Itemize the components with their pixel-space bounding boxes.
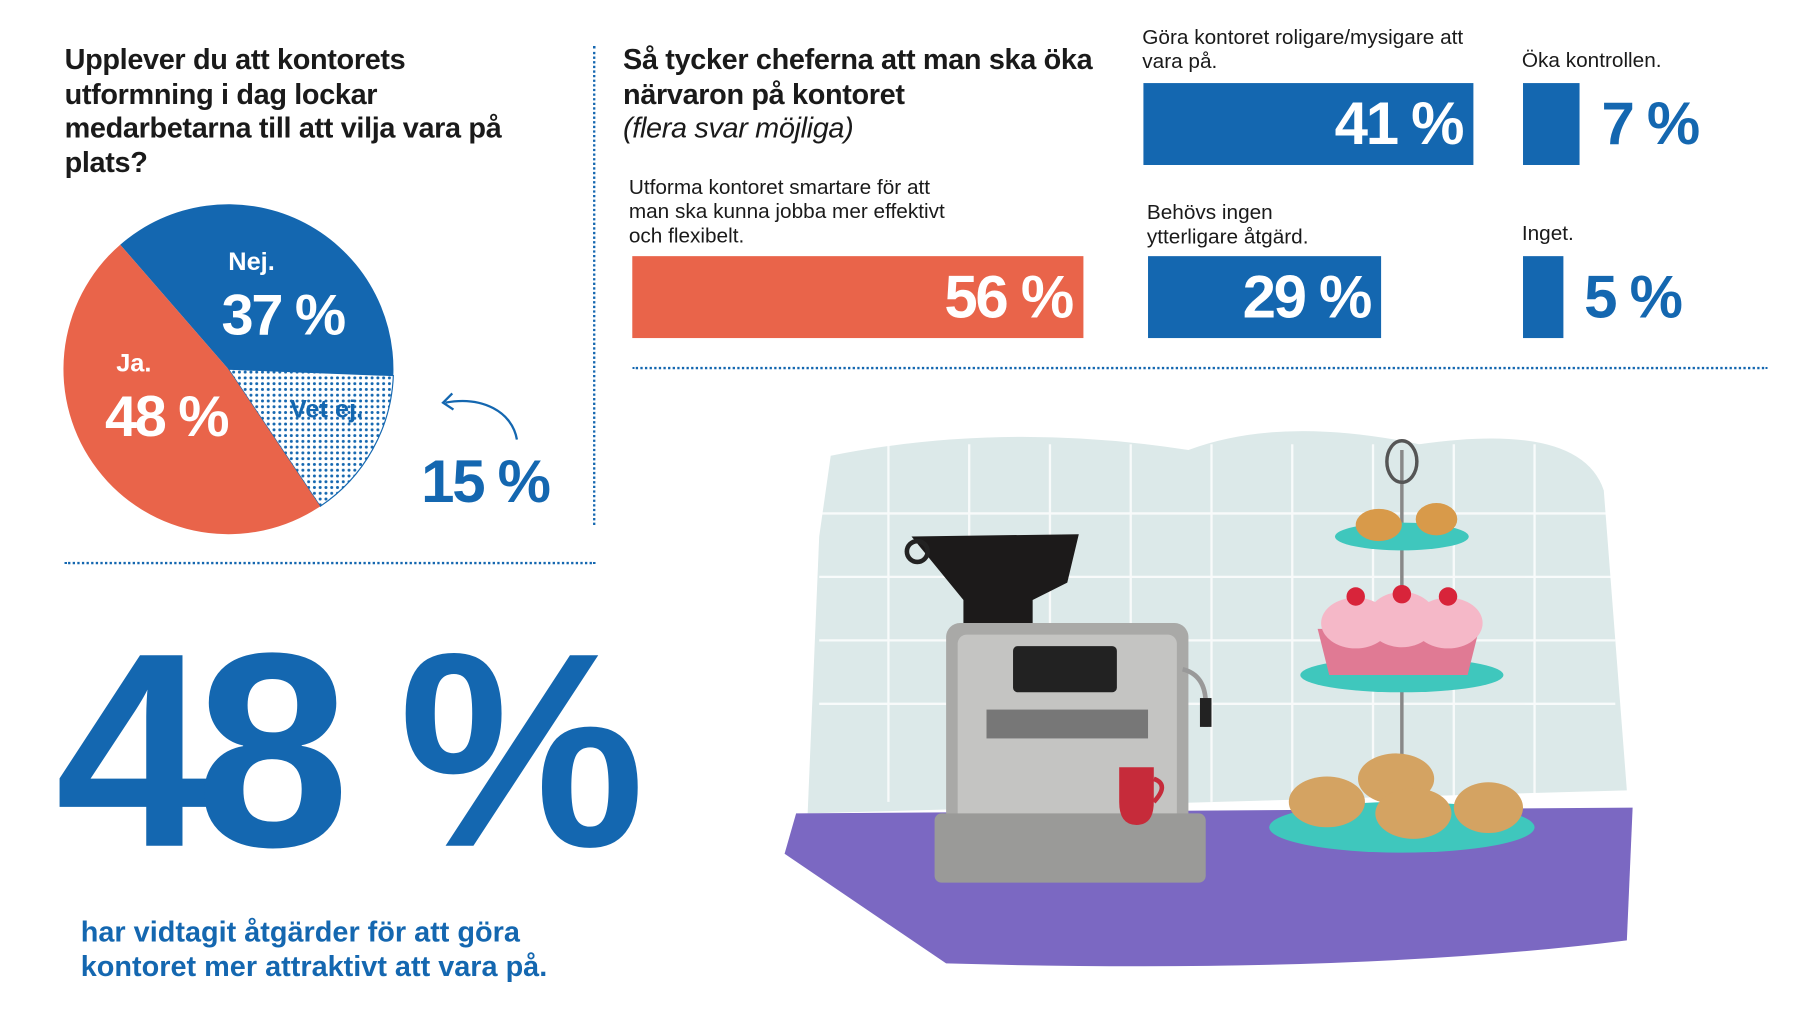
pie-label-nej: Nej. [228, 248, 275, 276]
pie-chart: Nej. 37 % Ja. 48 % Vet ej. [63, 204, 394, 535]
bar-value-kontrollen: 7 % [1601, 91, 1700, 159]
bar-inget [1523, 256, 1564, 339]
bar-label-inget: Inget. [1521, 221, 1574, 245]
espresso-machine-icon [904, 534, 1212, 883]
pie-value-ja: 48 % [105, 385, 228, 449]
divider-right [632, 366, 1768, 370]
divider-vertical [593, 46, 596, 525]
bar-smartare: 56 % [632, 256, 1084, 339]
pie-value-vet-ej: 15 % [421, 448, 551, 516]
coffee-and-pastries-illustration [784, 431, 1633, 967]
bar-label-roligare: Göra kontoret roligare/mysigare att vara… [1142, 25, 1464, 73]
bar-kontrollen [1523, 83, 1580, 165]
arrow-icon [441, 392, 519, 440]
pie-label-ja: Ja. [116, 350, 151, 378]
bar-label-kontrollen: Öka kontrollen. [1521, 48, 1662, 72]
bars-title-text: Så tycker cheferna att man ska öka närva… [623, 43, 1093, 111]
big-stat-caption: har vidtagit åtgärder för att göra konto… [80, 916, 548, 984]
bar-label-smartare: Utforma kontoret smartare för att man sk… [628, 175, 945, 247]
pie-slice-ja [63, 244, 321, 535]
bars-subtitle: (flera svar möjliga) [623, 111, 854, 145]
pie-value-nej: 37 % [222, 284, 345, 348]
cake-stand-icon [1269, 439, 1535, 853]
big-stat: 48 % [55, 595, 645, 905]
bar-label-ingen-atgard: Behövs ingen ytterligare åtgärd. [1146, 200, 1309, 249]
bars-title: Så tycker cheferna att man ska öka närva… [623, 44, 1108, 146]
pie-label-vet-ej: Vet ej. [290, 396, 363, 424]
bar-value-inget: 5 % [1584, 264, 1683, 332]
tile-wall [807, 431, 1627, 814]
pie-question: Upplever du att kontorets utformning i d… [64, 43, 502, 179]
bar-roligare: 41 % [1143, 83, 1474, 165]
pie-slice-nej [120, 204, 394, 376]
pie-slice-vetej [227, 368, 394, 508]
divider-left [64, 561, 596, 565]
bar-ingen-atgard: 29 % [1148, 256, 1382, 339]
